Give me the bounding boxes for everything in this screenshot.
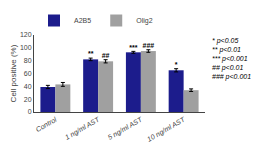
svg-text:***: *** [129,44,137,51]
svg-text:Cell positive (%): Cell positive (%) [9,44,18,102]
svg-text:##: ## [102,52,110,59]
svg-text:**: ** [88,50,94,57]
svg-text:60: 60 [24,70,32,77]
svg-text:0: 0 [28,108,32,115]
svg-text:A2B5: A2B5 [74,17,91,24]
svg-text:40: 40 [24,83,32,90]
svg-text:100: 100 [20,44,32,51]
svg-text:120: 120 [20,31,32,38]
svg-text:10 ng/ml AST: 10 ng/ml AST [146,115,187,143]
svg-text:1 ng/ml AST: 1 ng/ml AST [64,115,102,141]
svg-text:Control: Control [35,116,58,134]
svg-text:###: ### [143,42,155,49]
svg-text:* p<0.05** p<0.01*** p<0.001##: * p<0.05** p<0.01*** p<0.001## p<0.01###… [212,37,251,81]
svg-text:Olig2: Olig2 [136,17,152,25]
svg-text:80: 80 [24,57,32,64]
svg-text:5 ng/ml AST: 5 ng/ml AST [106,115,144,141]
svg-text:*: * [175,61,178,68]
svg-text:20: 20 [24,96,32,103]
